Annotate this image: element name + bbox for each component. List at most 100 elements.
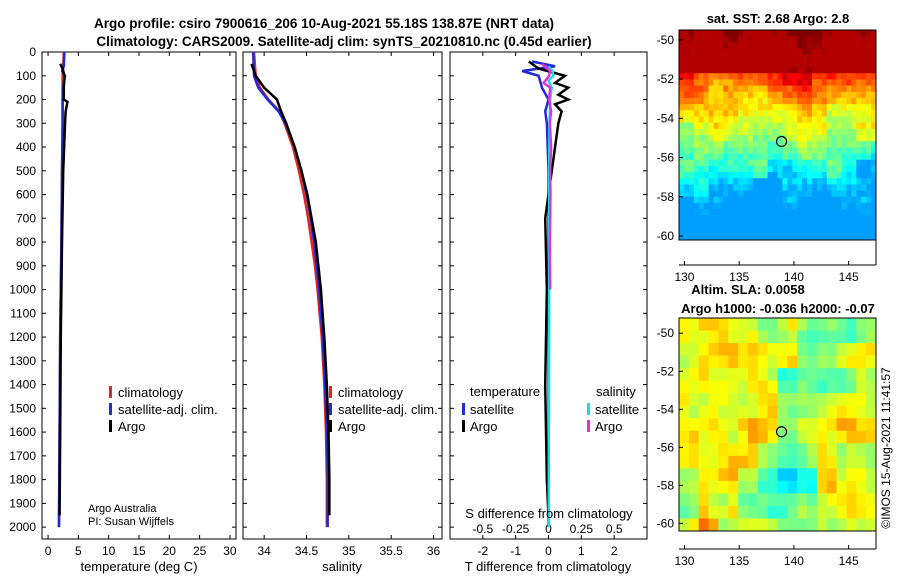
map-cell (688, 110, 695, 117)
map-cell (723, 443, 729, 450)
map-cell (733, 215, 739, 222)
map-cell (703, 330, 709, 338)
map-cell (787, 60, 793, 68)
map-cell (821, 462, 828, 469)
map-cell (708, 30, 714, 37)
map-cell (718, 85, 724, 93)
map-cell (728, 405, 734, 413)
map-cell (777, 36, 783, 43)
map-cell (708, 141, 714, 148)
lat-tick-label: -56 (657, 151, 675, 165)
map-cell (821, 178, 828, 185)
map-cell (718, 411, 724, 419)
map-cell (846, 443, 852, 450)
map-cell (723, 165, 729, 173)
map-cell (851, 405, 857, 413)
map-cell (782, 73, 788, 80)
map-cell (841, 343, 847, 350)
map-cell (747, 368, 754, 375)
map-cell (743, 122, 749, 130)
map-cell (703, 399, 709, 407)
y-tick-label: 300 (16, 116, 36, 130)
map-cell (831, 42, 837, 49)
map-cell (856, 91, 862, 99)
map-cell (777, 336, 783, 344)
map-cell (866, 518, 872, 526)
figure-title-line2: Climatology: CARS2009. Satellite-adj cli… (96, 34, 591, 49)
map-cell (826, 380, 833, 388)
map-cell (807, 499, 813, 507)
map-cell (757, 424, 764, 432)
map-cell (683, 67, 690, 74)
map-cell (782, 487, 788, 494)
y-tick-label: 200 (16, 93, 36, 107)
map-cell (871, 184, 877, 191)
map-cell (851, 411, 857, 419)
map-cell (787, 487, 793, 494)
map-cell (733, 411, 739, 419)
map-cell (861, 318, 867, 325)
map-cell (831, 178, 837, 185)
map-cell (797, 227, 803, 235)
map-cell (688, 233, 695, 241)
map-cell (723, 480, 729, 488)
map-cell (856, 60, 862, 68)
map-cell (797, 178, 803, 185)
map-cell (821, 116, 828, 124)
map-cell (679, 430, 685, 438)
map-cell (713, 215, 719, 222)
map-cell (807, 209, 813, 216)
map-cell (807, 85, 813, 93)
map-cell (802, 67, 808, 74)
map-cell (757, 196, 764, 204)
map-cell (762, 104, 769, 111)
map-cell (787, 474, 793, 482)
map-cell (787, 91, 793, 99)
map-cell (807, 141, 813, 148)
map-cell (698, 368, 705, 375)
map-cell (743, 85, 749, 93)
map-cell (777, 104, 783, 111)
map-cell (871, 196, 877, 204)
map-cell (866, 487, 872, 494)
map-cell (777, 437, 783, 444)
map-cell (826, 116, 833, 124)
map-cell (792, 227, 798, 235)
map-cell (698, 374, 705, 382)
map-cell (708, 135, 714, 142)
map-cell (871, 455, 877, 463)
map-cell (797, 141, 803, 148)
map-cell (841, 374, 847, 382)
map-cell (713, 380, 719, 388)
map-cell (698, 318, 705, 325)
sla-map-title: Altim. SLA: 0.0058 (691, 282, 804, 297)
map-cell (698, 85, 705, 93)
map-cell (723, 493, 729, 501)
map-cell (816, 418, 823, 425)
lon-tick-label: 145 (839, 554, 859, 568)
map-cell (762, 518, 769, 526)
map-cell (679, 116, 685, 124)
map-cell (683, 499, 690, 507)
map-cell (693, 42, 700, 49)
map-cell (767, 324, 773, 331)
map-cell (836, 110, 842, 117)
map-cell (787, 480, 793, 488)
map-cell (723, 524, 729, 532)
map-cell (767, 518, 773, 526)
map-cell (688, 443, 695, 450)
map-cell (831, 355, 837, 363)
map-cell (718, 165, 724, 173)
map-cell (787, 361, 793, 369)
map-cell (856, 135, 862, 142)
map-cell (738, 336, 744, 344)
map-cell (777, 462, 783, 469)
map-cell (821, 110, 828, 117)
map-cell (782, 355, 788, 363)
map-cell (767, 418, 773, 425)
map-cell (688, 104, 695, 111)
map-cell (792, 418, 798, 425)
map-cell (836, 60, 842, 68)
map-cell (797, 437, 803, 444)
map-cell (866, 36, 872, 43)
